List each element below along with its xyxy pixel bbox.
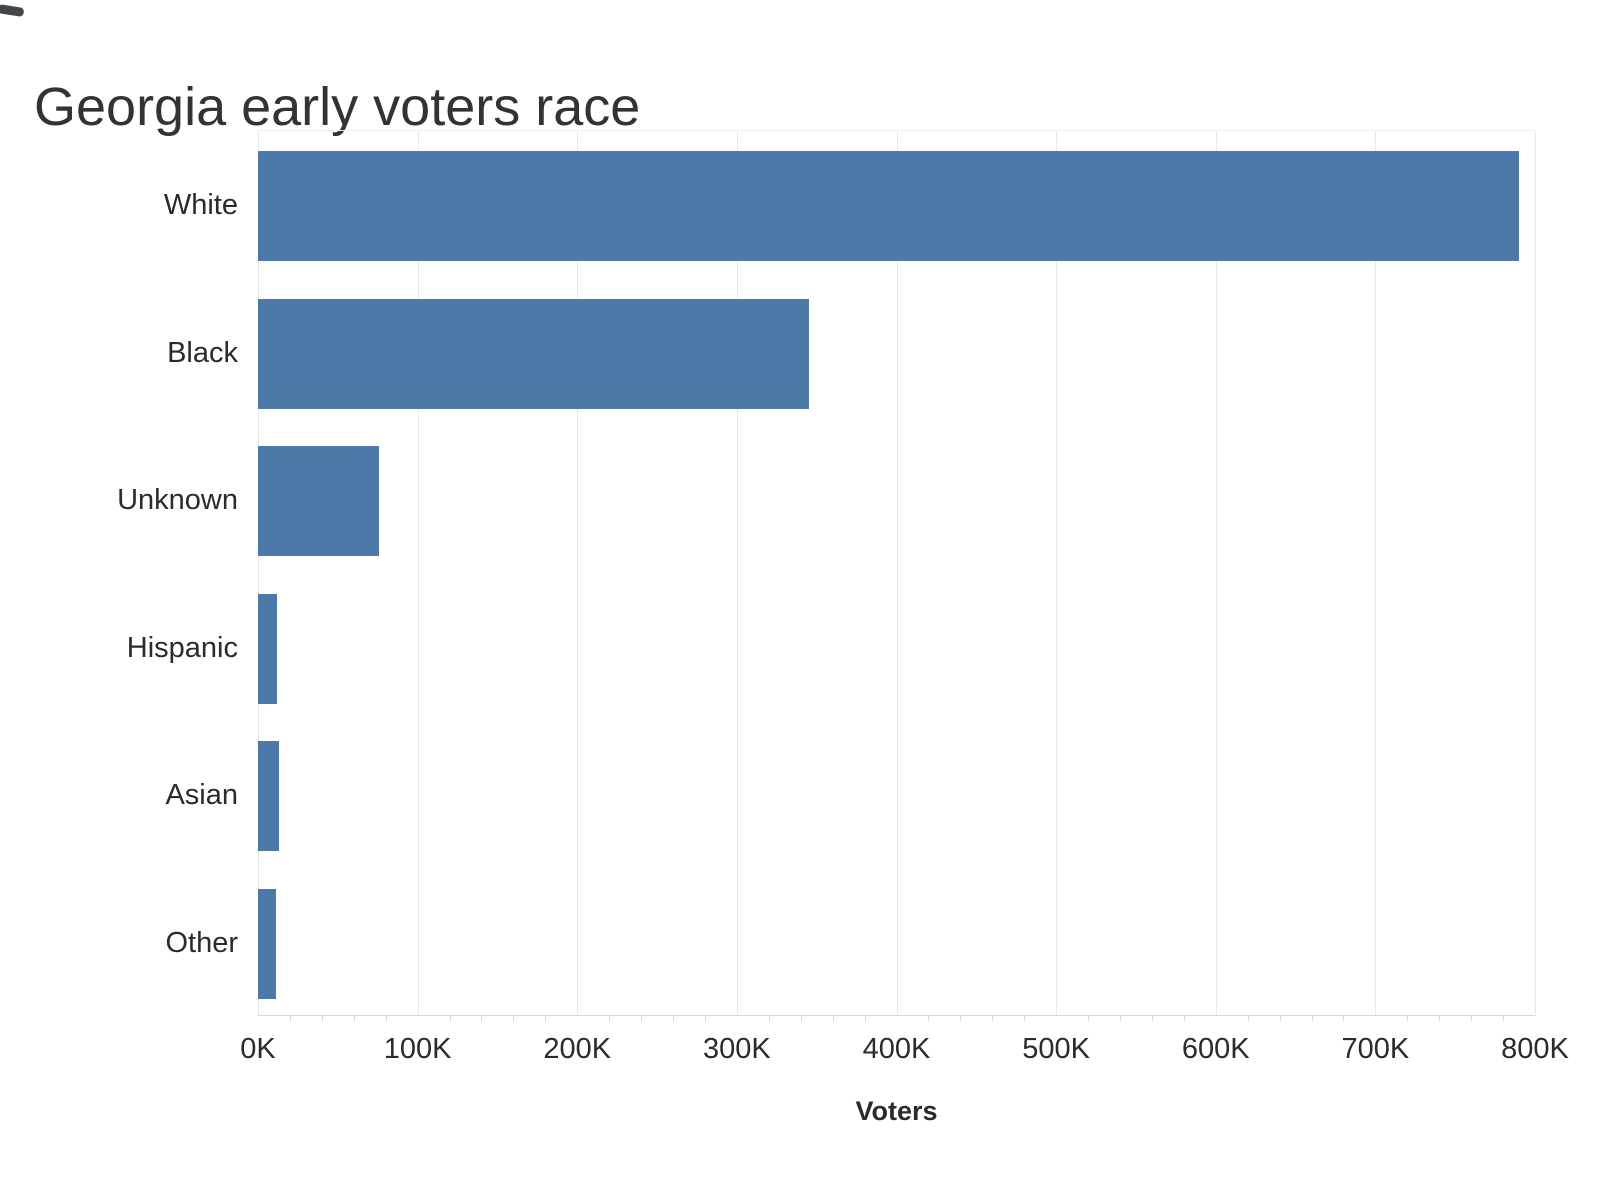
x-axis-line xyxy=(258,1015,1535,1021)
bar-asian[interactable] xyxy=(258,741,279,851)
gridline xyxy=(896,131,898,1016)
minor-tick xyxy=(1343,1016,1345,1021)
x-tick-label: 200K xyxy=(543,1033,612,1065)
bar-black[interactable] xyxy=(258,298,809,409)
x-tick-label: 700K xyxy=(1341,1033,1410,1065)
minor-tick xyxy=(960,1016,962,1021)
gridline xyxy=(736,131,738,1016)
chart-title: Georgia early voters race xyxy=(34,77,641,138)
minor-tick xyxy=(928,1016,930,1021)
gridline xyxy=(258,131,259,1016)
minor-tick xyxy=(768,1016,770,1021)
y-tick-label-hispanic: Hispanic xyxy=(126,631,238,664)
x-axis-title: Voters xyxy=(855,1096,938,1126)
minor-tick xyxy=(1183,1016,1185,1021)
bar-hispanic[interactable] xyxy=(258,593,278,704)
minor-tick xyxy=(481,1016,483,1021)
x-tick-label: 100K xyxy=(383,1033,452,1065)
minor-tick xyxy=(1088,1016,1090,1021)
minor-tick xyxy=(1407,1016,1409,1021)
minor-tick xyxy=(1247,1016,1249,1021)
x-tick-label: 400K xyxy=(862,1033,931,1065)
y-tick-label-white: White xyxy=(163,189,238,221)
minor-tick xyxy=(1311,1016,1313,1021)
y-tick-label-black: Black xyxy=(167,336,238,369)
y-tick-label-asian: Asian xyxy=(165,779,238,811)
minor-tick xyxy=(513,1016,515,1021)
minor-tick xyxy=(1471,1016,1473,1021)
gridline xyxy=(1535,131,1536,1016)
gridline xyxy=(417,131,419,1016)
minor-tick xyxy=(353,1016,355,1021)
minor-tick xyxy=(1439,1016,1441,1021)
minor-tick xyxy=(1279,1016,1281,1021)
y-tick-label-unknown: Unknown xyxy=(117,484,238,516)
gridline xyxy=(1056,131,1058,1016)
y-tick-label-other: Other xyxy=(165,926,238,959)
minor-tick xyxy=(321,1016,323,1021)
minor-tick xyxy=(673,1016,675,1021)
corner-artifact xyxy=(0,4,25,18)
plot-area xyxy=(258,130,1536,1021)
minor-tick xyxy=(545,1016,547,1021)
gridline xyxy=(1375,131,1377,1016)
minor-tick xyxy=(704,1016,706,1021)
minor-tick xyxy=(385,1016,387,1021)
minor-tick xyxy=(1503,1016,1505,1021)
bar-white[interactable] xyxy=(258,151,1520,261)
minor-tick xyxy=(449,1016,451,1021)
gridline xyxy=(1215,131,1217,1016)
minor-tick xyxy=(832,1016,834,1021)
bar-other[interactable] xyxy=(258,888,276,999)
minor-tick xyxy=(800,1016,802,1021)
gridline xyxy=(577,131,579,1016)
x-tick-label: 0K xyxy=(240,1033,276,1065)
x-tick-label: 300K xyxy=(703,1033,771,1065)
minor-tick xyxy=(864,1016,866,1021)
minor-tick xyxy=(289,1016,291,1021)
minor-tick xyxy=(1151,1016,1153,1021)
minor-tick xyxy=(1024,1016,1026,1021)
minor-tick xyxy=(641,1016,643,1021)
minor-tick xyxy=(1119,1016,1121,1021)
x-tick-label: 500K xyxy=(1022,1033,1090,1065)
x-tick-label: 600K xyxy=(1181,1033,1250,1065)
x-tick-label: 800K xyxy=(1501,1033,1569,1065)
minor-tick xyxy=(992,1016,994,1021)
minor-tick xyxy=(609,1016,611,1021)
bar-unknown[interactable] xyxy=(258,446,380,556)
